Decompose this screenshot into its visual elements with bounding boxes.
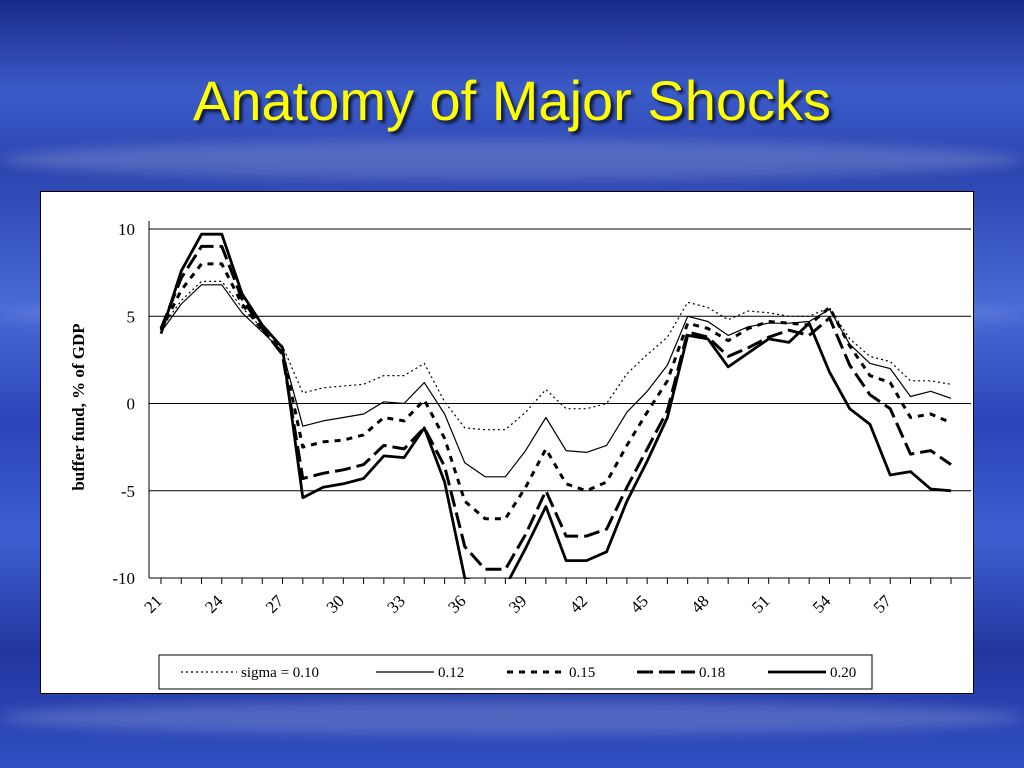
y-tick-label: -5 xyxy=(121,482,135,501)
legend-label: 0.18 xyxy=(699,665,725,681)
legend-label: 0.15 xyxy=(569,665,595,681)
series-line-2 xyxy=(160,284,952,478)
legend-label: sigma = 0.10 xyxy=(241,665,319,681)
x-tick-label: 39 xyxy=(505,591,530,616)
line-chart: 10 5 0 -5 -10 21 24 27 30 33 36 39 42 45 48 51 54 57 buff… xyxy=(69,220,971,690)
x-tick-label: 45 xyxy=(627,591,652,616)
y-tick-label: 10 xyxy=(118,220,135,239)
chart-panel: 10 5 0 -5 -10 21 24 27 30 33 36 39 42 45 48 51 54 57 buff… xyxy=(40,191,974,694)
background-streak xyxy=(0,700,1024,735)
slide-title: Anatomy of Major Shocks xyxy=(192,69,832,132)
legend-label: 0.12 xyxy=(438,665,464,681)
y-axis-label: buffer fund, % of GDP xyxy=(69,323,88,490)
series-line-5 xyxy=(159,232,952,579)
x-tick-label: 24 xyxy=(201,591,227,617)
chart-legend: sigma = 0.10 0.12 0.15 0.18 0.20 xyxy=(158,654,873,690)
y-tick-label: 0 xyxy=(127,395,136,414)
series-line-3 xyxy=(159,262,952,521)
x-tick-label: 57 xyxy=(870,591,896,617)
x-tick-label: 21 xyxy=(140,591,165,616)
x-tick-label: 42 xyxy=(566,591,591,616)
x-tick-label: 30 xyxy=(323,591,348,616)
x-tick-label: 36 xyxy=(444,591,469,616)
series-line-4 xyxy=(159,244,952,571)
legend-label: 0.20 xyxy=(830,665,856,681)
y-tick-label: 5 xyxy=(127,307,136,326)
x-tick-label: 54 xyxy=(809,591,835,617)
x-tick-label: 33 xyxy=(383,591,408,616)
series-line-1 xyxy=(160,280,952,431)
background-streak xyxy=(0,140,1024,180)
x-tick-label: 51 xyxy=(748,591,773,616)
x-tick-label: 27 xyxy=(262,591,288,617)
x-tick-label: 48 xyxy=(687,591,712,616)
y-tick-label: -10 xyxy=(112,569,135,588)
